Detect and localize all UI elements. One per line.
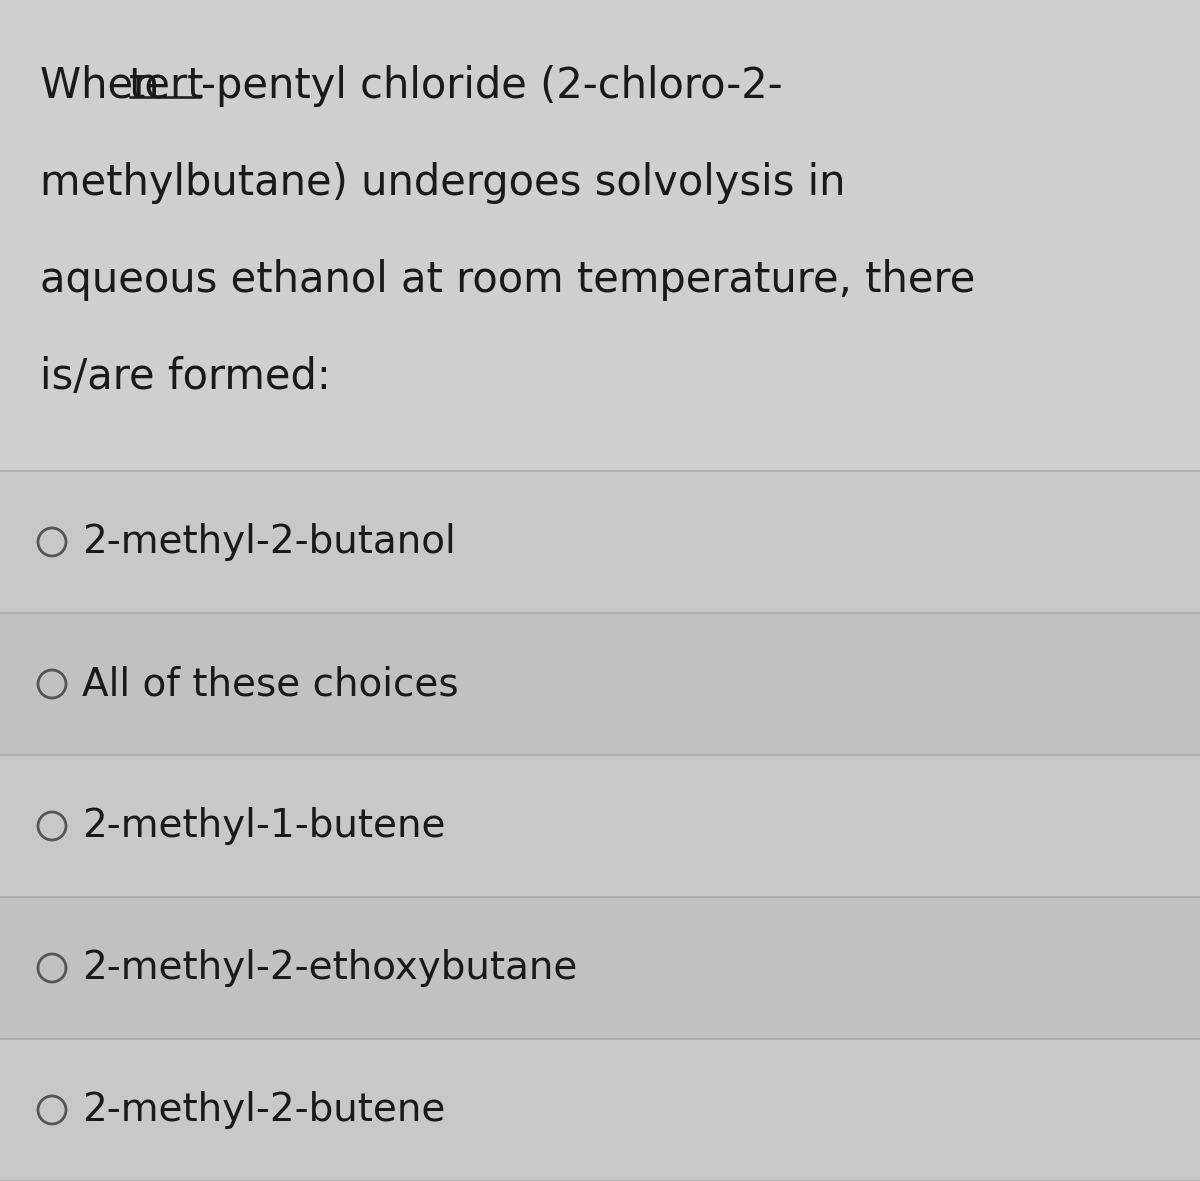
Bar: [0, 613, 1200, 755]
Bar: [0, 471, 1200, 613]
Text: is/are formed:: is/are formed:: [40, 355, 331, 398]
Bar: [0, 1039, 1200, 1181]
Bar: [0, 898, 1200, 1039]
Text: 2-methyl-1-butene: 2-methyl-1-butene: [82, 807, 445, 844]
Text: 2-methyl-2-ethoxybutane: 2-methyl-2-ethoxybutane: [82, 950, 577, 987]
Circle shape: [38, 528, 66, 556]
Circle shape: [38, 1096, 66, 1124]
Text: methylbutane) undergoes solvolysis in: methylbutane) undergoes solvolysis in: [40, 162, 846, 204]
Circle shape: [38, 813, 66, 840]
Text: -pentyl chloride (2-chloro-2-: -pentyl chloride (2-chloro-2-: [200, 65, 782, 107]
Text: aqueous ethanol at room temperature, there: aqueous ethanol at room temperature, the…: [40, 259, 976, 301]
Text: When: When: [40, 65, 173, 107]
Circle shape: [38, 954, 66, 981]
Text: All of these choices: All of these choices: [82, 665, 458, 703]
Text: tert: tert: [130, 65, 205, 107]
Circle shape: [38, 670, 66, 698]
Bar: [0, 755, 1200, 898]
Bar: [0, 0, 1200, 471]
Text: 2-methyl-2-butanol: 2-methyl-2-butanol: [82, 523, 456, 561]
Text: 2-methyl-2-butene: 2-methyl-2-butene: [82, 1091, 445, 1129]
